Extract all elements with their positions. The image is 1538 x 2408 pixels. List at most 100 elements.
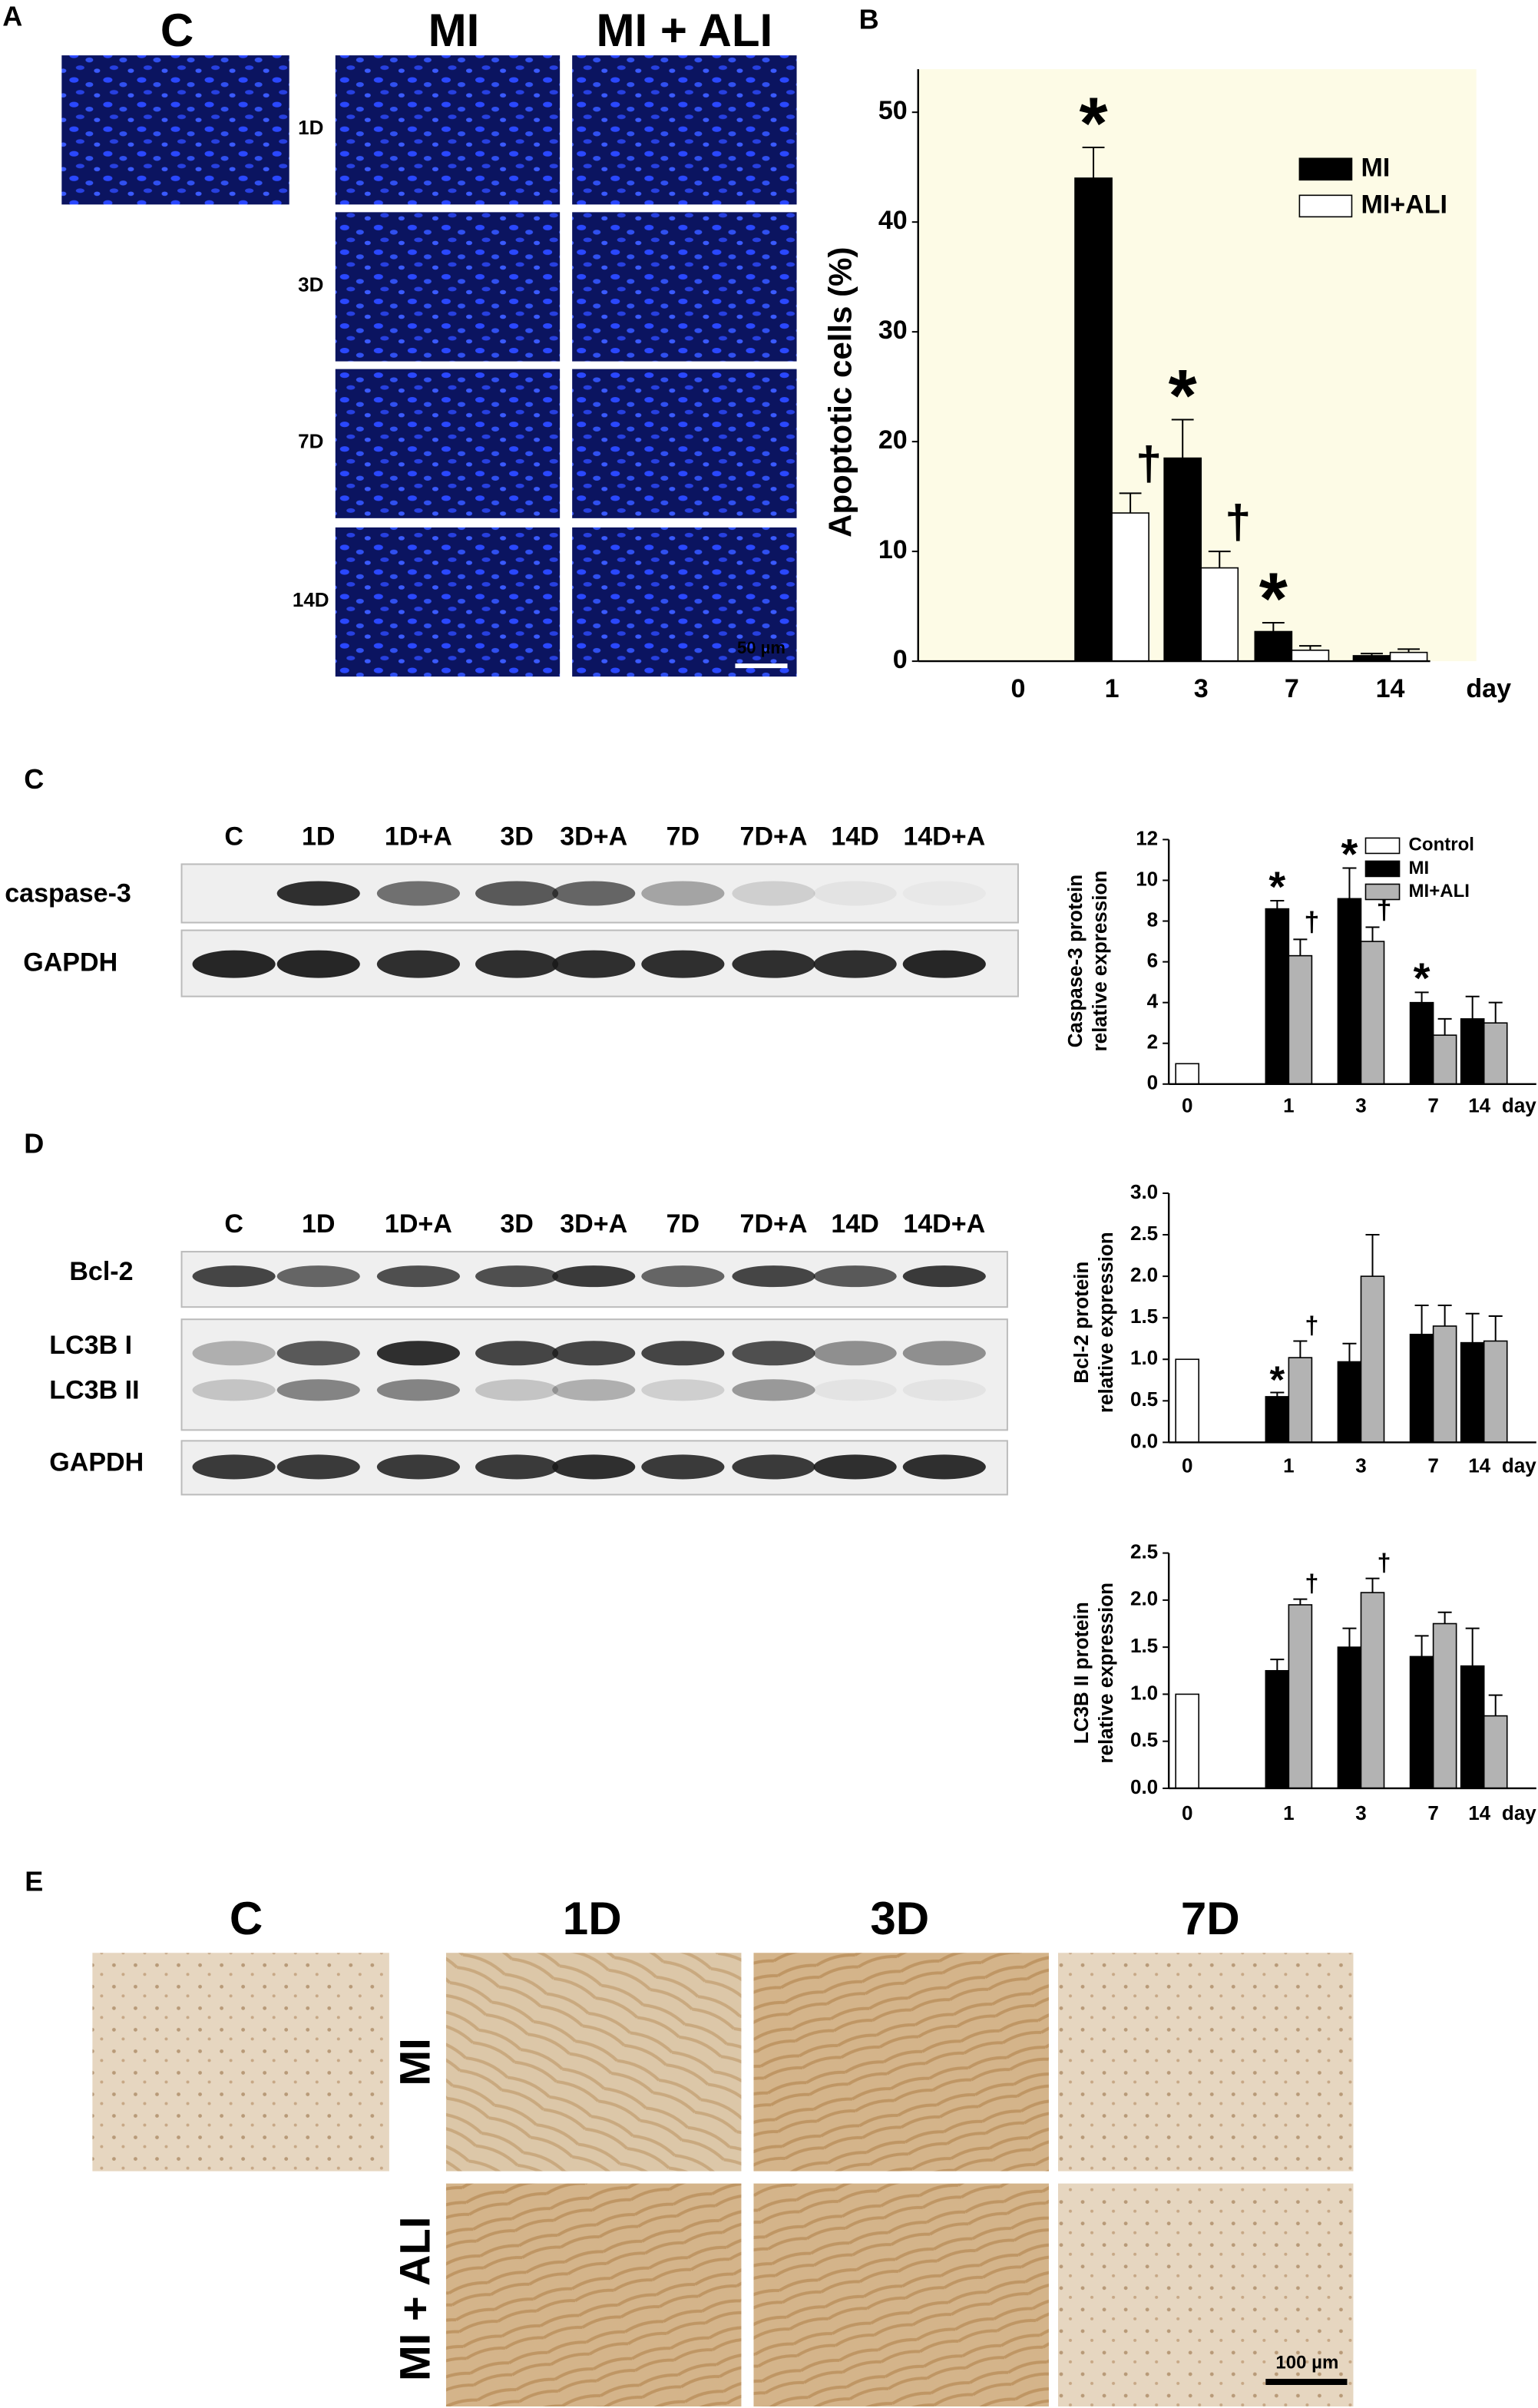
significance-marker: † [1305, 1312, 1318, 1339]
panel-label: B [859, 4, 879, 35]
y-tick-label: 0 [1147, 1071, 1158, 1094]
y-tick-label: 2.5 [1130, 1540, 1158, 1563]
legend-label: MI+ALI [1361, 190, 1447, 219]
blot-band [276, 881, 360, 906]
scale-bar-label: 50 µm [737, 638, 786, 657]
significance-marker: † [1225, 495, 1251, 547]
x-axis-label: day [1502, 1094, 1536, 1117]
error-bar [1365, 1234, 1380, 1277]
legend-label: MI [1409, 858, 1430, 878]
blot-band [192, 1341, 276, 1366]
significance-marker: † [1376, 894, 1391, 925]
micrograph [335, 55, 561, 205]
y-tick-label: 30 [878, 316, 908, 345]
bar [1389, 651, 1428, 662]
column-label: 1D [563, 1893, 622, 1944]
blot-band [376, 950, 460, 978]
lane-label: 14D+A [903, 1209, 985, 1239]
error-bar [1342, 1342, 1357, 1362]
blot-strip [180, 1318, 1008, 1431]
bar [1409, 1334, 1434, 1444]
bar [1288, 1357, 1313, 1444]
blot-band [475, 881, 559, 906]
error-bar [1465, 995, 1480, 1019]
x-tick-label: 14 [1468, 1801, 1490, 1824]
error-bar [1342, 867, 1357, 899]
lane-label: 3D [500, 822, 534, 851]
row-label: 1D [298, 116, 323, 139]
y-tick-label: 8 [1147, 908, 1158, 931]
bar [1360, 1275, 1385, 1444]
error-bar [1397, 648, 1420, 653]
scale-bar-label: 100 µm [1275, 2352, 1338, 2373]
bar [1074, 177, 1113, 662]
bar [1265, 1396, 1290, 1444]
lane-label: 1D [302, 1209, 336, 1239]
y-tick-label: 1.0 [1130, 1346, 1158, 1369]
bar [1409, 1001, 1434, 1085]
error-bar [1270, 1659, 1285, 1671]
legend-swatch [1364, 883, 1401, 901]
x-axis-label: day [1466, 674, 1511, 703]
x-tick-label: 7 [1427, 1094, 1438, 1117]
blot-band [276, 950, 360, 978]
blot-band [902, 1265, 986, 1288]
blot-band [552, 881, 636, 906]
bar [1337, 1646, 1362, 1789]
legend-label: MI+ALI [1409, 881, 1470, 901]
bar [1200, 567, 1239, 662]
error-bar [1270, 1391, 1285, 1397]
blot-band [732, 1379, 815, 1401]
row-label: MI + ALI [391, 2217, 439, 2381]
y-axis-label: LC3B II protein [1070, 1602, 1093, 1744]
column-label: C [230, 1893, 263, 1944]
bar [1432, 1622, 1457, 1789]
error-bar [1171, 418, 1194, 458]
lane-label: 7D+A [740, 822, 808, 851]
blot-band [475, 1454, 559, 1480]
blot-band [902, 950, 986, 978]
bar [1432, 1034, 1457, 1085]
micrograph [572, 212, 797, 362]
x-tick-label: 0 [1182, 1454, 1192, 1477]
error-bar [1270, 899, 1285, 909]
error-bar [1365, 926, 1380, 942]
blot-band [276, 1454, 360, 1480]
ihc-image [445, 2183, 742, 2406]
error-bar [1342, 1627, 1357, 1648]
blot-band [192, 1454, 276, 1480]
lane-label: 3D+A [560, 1209, 627, 1239]
error-bar [1293, 1598, 1308, 1605]
lane-label: 14D [831, 822, 878, 851]
significance-marker: † [1304, 906, 1319, 938]
ihc-image [92, 1953, 389, 2172]
blot-band [641, 881, 725, 906]
y-axis-label: relative expression [1094, 1583, 1117, 1764]
x-axis-label: day [1502, 1454, 1536, 1477]
blot-band [902, 1454, 986, 1480]
error-bar [1488, 1694, 1503, 1716]
y-tick-label: 2.0 [1130, 1587, 1158, 1610]
x-tick-label: 14 [1376, 674, 1405, 703]
blot-band [813, 1341, 897, 1366]
blot-band [903, 881, 986, 905]
error-bar [1365, 1577, 1380, 1593]
y-tick-label: 10 [878, 535, 908, 564]
blot-band [376, 1265, 460, 1288]
blot-row-label: LC3B II [49, 1375, 139, 1404]
micrograph [61, 55, 289, 205]
x-tick-label: 7 [1427, 1801, 1438, 1824]
micrograph [335, 527, 561, 677]
significance-marker: † [1136, 437, 1162, 489]
bar [1288, 1604, 1313, 1789]
x-tick-label: 7 [1427, 1454, 1438, 1477]
x-tick-label: 1 [1105, 674, 1120, 703]
y-axis-label: Bcl-2 protein [1070, 1262, 1093, 1384]
blot-band [276, 1379, 360, 1401]
bar [1460, 1341, 1485, 1444]
blot-band [902, 1379, 986, 1401]
blot-row-label: GAPDH [23, 948, 117, 977]
bar [1265, 908, 1290, 1085]
bar [1460, 1665, 1485, 1789]
